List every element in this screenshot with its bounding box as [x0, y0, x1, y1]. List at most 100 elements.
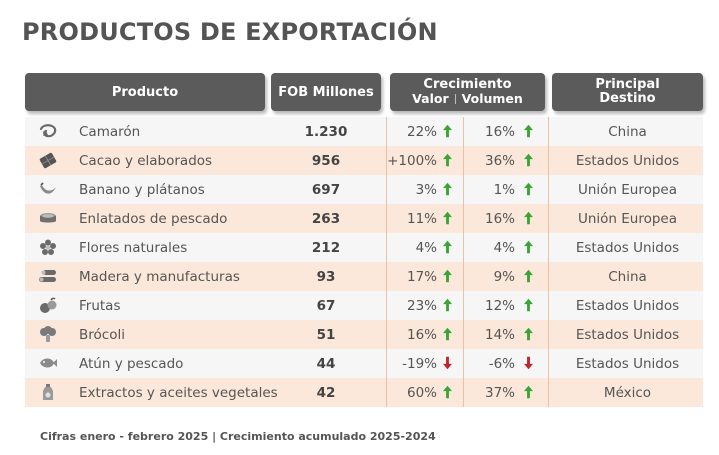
- growth-volume: 12%: [484, 297, 515, 314]
- table-row: Banano y plátanos 697 3% 1% Unión Europea: [25, 175, 703, 204]
- table-row: Cacao y elaborados 956 +100% 36% Estados Uni…: [25, 146, 703, 175]
- table-row: Brócoli 51 16% 14% Estados Unidos: [25, 320, 703, 349]
- main-destination: China: [608, 268, 647, 285]
- growth-volume: 37%: [484, 384, 515, 401]
- arrow-up-icon: [524, 124, 533, 138]
- arrow-down-icon: [443, 356, 452, 370]
- header-destino-line1: Principal: [595, 77, 660, 92]
- fruits-icon: [38, 297, 58, 314]
- table-row: Enlatados de pescado 263 11% 16% Unión Europ…: [25, 204, 703, 233]
- header-valor-label: Valor: [412, 91, 449, 106]
- product-name: Frutas: [79, 297, 121, 314]
- arrow-up-icon: [524, 211, 533, 225]
- header-producto-label: Producto: [111, 84, 179, 100]
- product-name: Flores naturales: [79, 239, 188, 256]
- header-volumen-label: Volumen: [461, 91, 523, 106]
- arrow-up-icon: [443, 124, 452, 138]
- fob-value: 93: [316, 268, 336, 285]
- table-row: Extractos y aceites vegetales 42 60% 37% Méx…: [25, 378, 703, 407]
- growth-volume: 36%: [484, 152, 515, 169]
- main-destination: China: [608, 123, 647, 140]
- arrow-up-icon: [524, 153, 533, 167]
- table-row: Madera y manufacturas 93 17% 9% China: [25, 262, 703, 291]
- product-name: Camarón: [79, 123, 141, 140]
- growth-volume: 1%: [493, 181, 515, 198]
- fob-value: 697: [311, 181, 341, 198]
- header-fob: FOB Millones: [271, 73, 381, 111]
- header-producto: Producto: [25, 73, 265, 111]
- growth-value: 17%: [406, 268, 437, 285]
- header-destino-line2: Destino: [599, 91, 656, 106]
- fob-value: 956: [311, 152, 341, 169]
- arrow-up-icon: [524, 269, 533, 283]
- column-divider: [463, 117, 464, 407]
- growth-value: -19%: [402, 355, 437, 372]
- fob-value: 67: [316, 297, 336, 314]
- arrow-up-icon: [443, 153, 452, 167]
- product-name: Atún y pescado: [79, 355, 184, 372]
- broccoli-icon: [38, 326, 58, 343]
- arrow-down-icon: [524, 356, 533, 370]
- main-destination: Estados Unidos: [575, 326, 680, 343]
- exports-table: Camarón 1.230 22% 16% China Cacao y elaborado…: [25, 117, 703, 407]
- product-name: Banano y plátanos: [79, 181, 205, 198]
- main-destination: Estados Unidos: [575, 239, 680, 256]
- growth-value: 11%: [406, 210, 437, 227]
- growth-volume: -6%: [488, 355, 515, 372]
- tin-can-icon: [38, 210, 58, 227]
- arrow-up-icon: [443, 182, 452, 196]
- header-divider: [454, 94, 456, 104]
- page-title: PRODUCTOS DE EXPORTACIÓN: [22, 18, 438, 46]
- main-destination: Estados Unidos: [575, 355, 680, 372]
- growth-volume: 9%: [493, 268, 515, 285]
- arrow-up-icon: [524, 240, 533, 254]
- fob-value: 51: [316, 326, 336, 343]
- arrow-up-icon: [524, 182, 533, 196]
- banana-icon: [38, 181, 58, 198]
- main-destination: México: [603, 384, 652, 401]
- table-row: Flores naturales 212 4% 4% Estados Unidos: [25, 233, 703, 262]
- arrow-up-icon: [524, 385, 533, 399]
- column-divider: [386, 117, 387, 407]
- arrow-up-icon: [443, 211, 452, 225]
- table-row: Frutas 67 23% 12% Estados Unidos: [25, 291, 703, 320]
- main-destination: Unión Europea: [577, 181, 678, 198]
- fish-icon: [38, 355, 58, 372]
- cacao-bar-icon: [38, 152, 58, 169]
- arrow-up-icon: [443, 385, 452, 399]
- growth-volume: 4%: [493, 239, 515, 256]
- fob-value: 44: [316, 355, 336, 372]
- header-crecimiento-label: Crecimiento: [423, 77, 512, 92]
- growth-volume: 14%: [484, 326, 515, 343]
- column-divider: [548, 117, 549, 407]
- growth-volume: 16%: [484, 123, 515, 140]
- arrow-up-icon: [443, 298, 452, 312]
- growth-value: 23%: [406, 297, 437, 314]
- growth-value: +100%: [387, 152, 437, 169]
- oil-bottle-icon: [38, 384, 58, 401]
- arrow-up-icon: [524, 298, 533, 312]
- fob-value: 1.230: [304, 123, 348, 140]
- header-fob-label: FOB Millones: [278, 84, 374, 100]
- header-crecimiento: Crecimiento Valor Volumen: [390, 73, 545, 111]
- header-destino: Principal Destino: [552, 73, 703, 111]
- growth-value: 3%: [415, 181, 437, 198]
- product-name: Enlatados de pescado: [79, 210, 228, 227]
- arrow-up-icon: [443, 240, 452, 254]
- product-name: Extractos y aceites vegetales: [79, 384, 278, 401]
- arrow-up-icon: [443, 269, 452, 283]
- growth-volume: 16%: [484, 210, 515, 227]
- arrow-up-icon: [524, 327, 533, 341]
- growth-value: 16%: [406, 326, 437, 343]
- growth-value: 22%: [406, 123, 437, 140]
- arrow-up-icon: [443, 327, 452, 341]
- main-destination: Unión Europea: [577, 210, 678, 227]
- table-row: Atún y pescado 44 -19% -6% Estados Unidos: [25, 349, 703, 378]
- product-name: Madera y manufacturas: [79, 268, 240, 285]
- product-name: Cacao y elaborados: [79, 152, 213, 169]
- footer-note: Cifras enero - febrero 2025 | Crecimient…: [40, 430, 436, 443]
- fob-value: 263: [311, 210, 341, 227]
- shrimp-icon: [38, 123, 58, 140]
- main-destination: Estados Unidos: [575, 297, 680, 314]
- fob-value: 212: [311, 239, 341, 256]
